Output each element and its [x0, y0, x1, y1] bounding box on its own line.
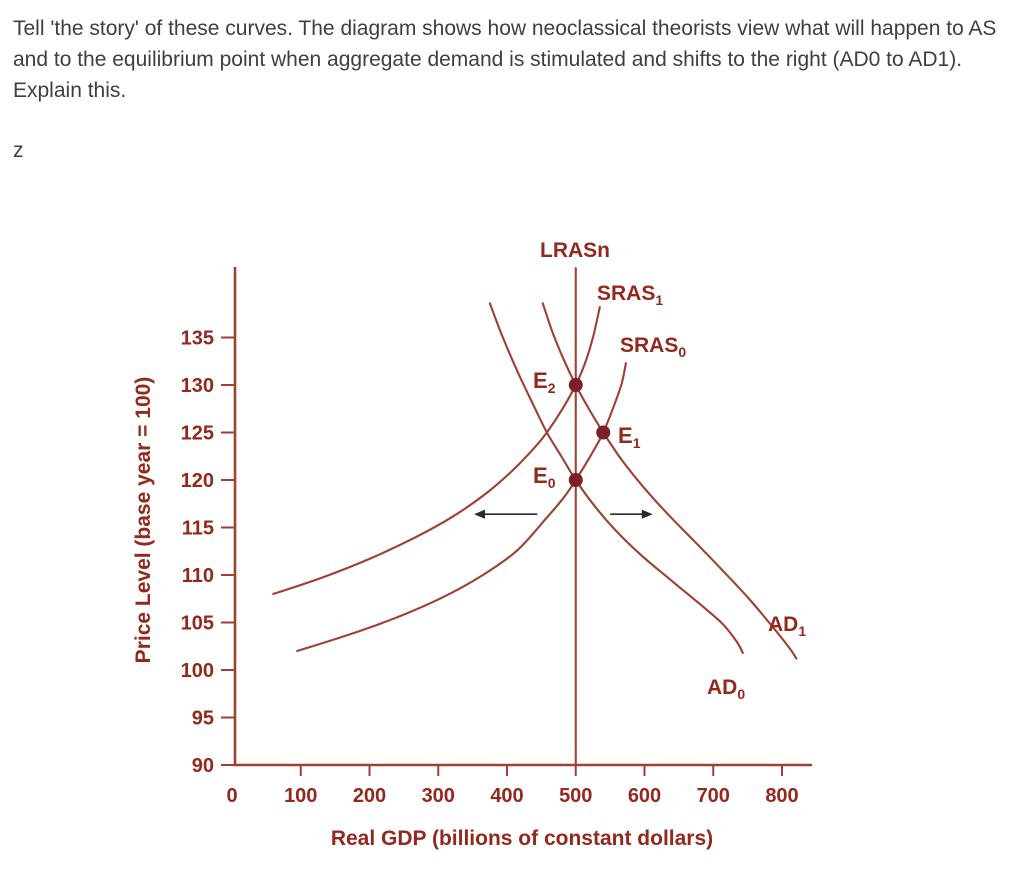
note-z: z [13, 139, 24, 162]
sras1-curve [272, 306, 601, 596]
ad-shift-right-arrow-head [641, 509, 653, 519]
curve-label-sras1: SRAS1 [597, 282, 663, 308]
x-tick-label-700: 700 [697, 785, 730, 807]
x-tick-label-400: 400 [490, 785, 523, 807]
y-tick-label-120: 120 [181, 470, 214, 492]
y-tick-label-130: 130 [181, 375, 214, 397]
question-text: Tell 'the story' of these curves. The di… [13, 17, 997, 102]
x-tick-label-100: 100 [284, 785, 317, 807]
y-tick-label-105: 105 [181, 613, 214, 635]
x-tick-label-0: 0 [226, 785, 237, 807]
x-tick-label-200: 200 [353, 785, 386, 807]
y-tick-label-100: 100 [181, 660, 214, 682]
equilibrium-label-e1: E1 [618, 423, 641, 451]
equilibrium-label-e0: E0 [533, 463, 556, 491]
ad0-curve [488, 302, 744, 654]
y-tick-label-95: 95 [192, 708, 214, 730]
y-tick-label-135: 135 [181, 328, 214, 350]
curve-label-ad1: AD1 [768, 613, 806, 639]
y-axis-title: Price Level (base year = 100) [132, 377, 155, 664]
equilibrium-point-e1 [596, 425, 611, 440]
sras-shift-left-arrow-head [474, 509, 485, 519]
equilibrium-point-e2 [568, 378, 583, 392]
x-tick-label-500: 500 [559, 785, 592, 807]
curve-label-ad0: AD0 [707, 676, 745, 702]
sras0-curve [296, 362, 627, 653]
curve-label-lrasn: LRASn [540, 239, 610, 262]
x-tick-label-600: 600 [628, 785, 661, 807]
y-tick-label-90: 90 [192, 755, 214, 777]
x-tick-label-800: 800 [765, 785, 798, 807]
y-tick-label-115: 115 [182, 518, 214, 540]
equilibrium-label-e2: E2 [533, 368, 556, 396]
y-tick-label-110: 110 [182, 565, 214, 587]
y-tick-label-125: 125 [181, 423, 214, 445]
curve-label-sras0: SRAS0 [620, 334, 686, 360]
x-axis-title: Real GDP (billions of constant dollars) [331, 827, 713, 850]
x-tick-label-300: 300 [422, 785, 455, 807]
equilibrium-point-e0 [568, 473, 583, 487]
ad1-curve [541, 302, 798, 660]
